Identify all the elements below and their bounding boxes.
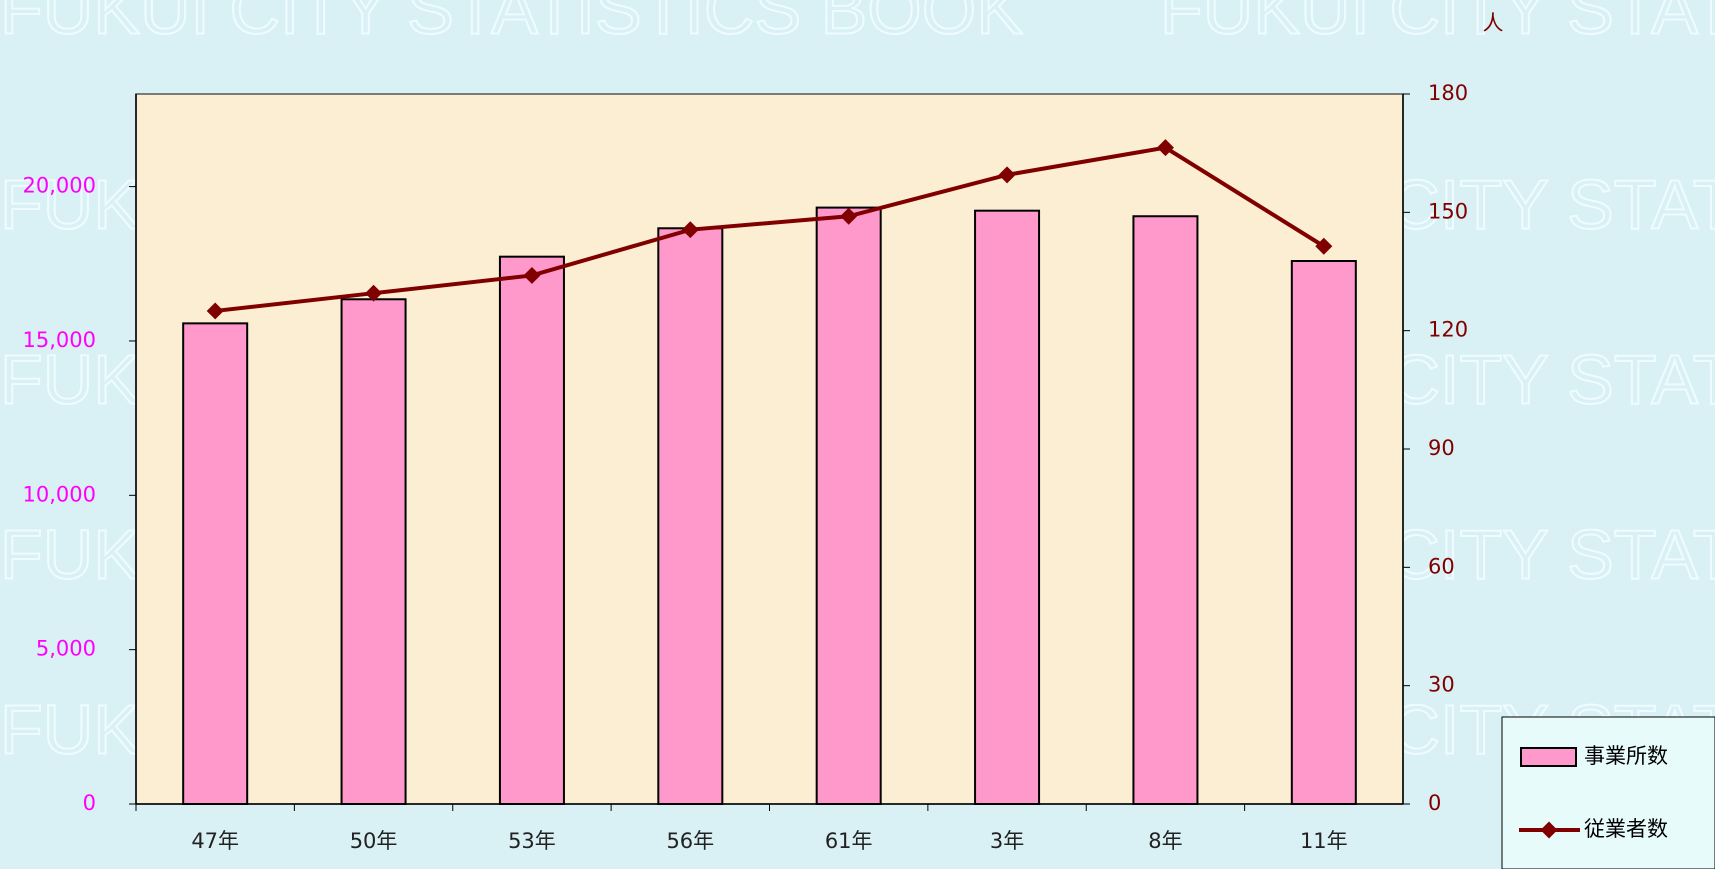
bar [1132, 215, 1199, 806]
y2-tick-label: 0 [1428, 791, 1441, 815]
marker [365, 284, 383, 302]
y2-tick-label: 30 [1428, 673, 1455, 697]
y2-tick-label: 90 [1428, 436, 1455, 460]
x-tick-label: 56年 [666, 829, 714, 853]
bar [657, 227, 724, 806]
x-tick-label: 11年 [1300, 829, 1348, 853]
marker [681, 221, 699, 239]
legend-swatch [1520, 747, 1577, 767]
marker [998, 166, 1016, 184]
x-tick-label: 61年 [825, 829, 873, 853]
legend-box [1501, 716, 1715, 869]
x-tick-label: 50年 [350, 829, 398, 853]
y2-tick-label: 60 [1428, 554, 1455, 578]
y-tick-label: 15,000 [23, 328, 96, 352]
x-tick-label: 8年 [1148, 829, 1182, 853]
bar [1290, 260, 1357, 805]
watermark: FUKUI CITY STATISTICS BOOK [1160, 0, 1715, 48]
y-tick-label: 20,000 [23, 174, 96, 198]
bar [340, 298, 407, 805]
bar [974, 209, 1041, 805]
y-tick-label: 5,000 [36, 637, 96, 661]
legend-label: 事業所数 [1584, 744, 1668, 768]
marker [206, 302, 224, 320]
legend-marker [1540, 821, 1558, 839]
y-tick-label: 0 [83, 791, 96, 815]
bar [815, 206, 882, 806]
legend-label: 従業者数 [1584, 817, 1668, 841]
watermark: FUKUI CITY STATISTICS BOOK [0, 0, 1023, 48]
y2-tick-label: 150 [1428, 199, 1468, 223]
x-tick-label: 3年 [990, 829, 1024, 853]
x-tick-label: 47年 [191, 829, 239, 853]
bar [498, 255, 565, 805]
y2-unit: 人 [1483, 11, 1504, 35]
y2-tick-label: 120 [1428, 318, 1468, 342]
y-tick-label: 10,000 [23, 482, 96, 506]
marker [523, 266, 541, 284]
plot-area [135, 93, 1404, 805]
line [214, 145, 1325, 313]
y2-tick-label: 180 [1428, 81, 1468, 105]
marker [840, 207, 858, 225]
bar [182, 322, 249, 805]
x-tick-label: 53年 [508, 829, 556, 853]
